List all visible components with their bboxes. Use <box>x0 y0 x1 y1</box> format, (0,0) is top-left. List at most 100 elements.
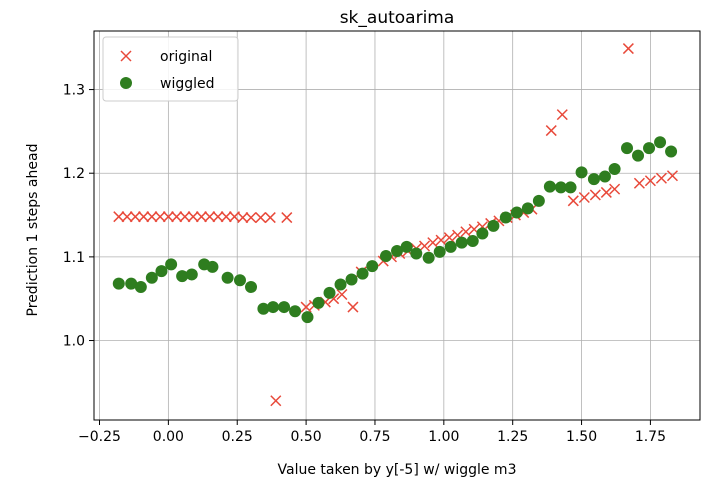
point-wiggled <box>257 302 270 315</box>
point-wiggled <box>345 273 358 286</box>
point-wiggled <box>323 286 336 299</box>
point-original <box>336 288 348 301</box>
x-tick-label: 1.00 <box>428 429 459 445</box>
x-tick-label: 1.75 <box>635 429 666 445</box>
point-original <box>545 125 557 137</box>
point-wiggled <box>125 277 138 290</box>
point-original <box>622 43 634 55</box>
y-tick-label: 1.0 <box>63 334 85 350</box>
point-original <box>419 240 431 252</box>
y-tick-label: 1.3 <box>63 83 85 99</box>
point-original <box>609 183 621 195</box>
point-wiggled <box>185 268 198 281</box>
x-axis-label: Value taken by y[-5] w/ wiggle m3 <box>278 462 517 478</box>
point-wiggled <box>379 250 392 263</box>
point-original <box>578 191 590 204</box>
point-wiggled <box>575 166 588 179</box>
point-wiggled <box>301 311 314 324</box>
legend: original wiggled <box>102 36 239 102</box>
point-original <box>121 211 133 223</box>
point-wiggled <box>289 305 302 318</box>
point-original <box>162 211 174 223</box>
point-wiggled <box>455 236 468 249</box>
point-original <box>633 177 645 189</box>
plot-frame <box>93 30 701 421</box>
point-wiggled <box>366 260 379 273</box>
point-wiggled <box>487 219 500 232</box>
point-original <box>443 232 455 244</box>
point-original <box>655 172 667 184</box>
point-original <box>129 211 141 223</box>
point-wiggled <box>476 227 489 240</box>
point-wiggled <box>665 145 678 158</box>
point-wiggled <box>643 142 656 155</box>
point-original <box>270 395 282 407</box>
point-wiggled <box>278 301 291 314</box>
point-wiggled <box>499 211 512 224</box>
point-original <box>154 211 166 223</box>
point-original <box>666 170 678 182</box>
point-wiggled <box>206 260 219 273</box>
point-original <box>255 212 267 224</box>
point-original <box>347 301 359 313</box>
point-wiggled <box>587 173 600 186</box>
point-original <box>195 211 207 223</box>
x-tick-label: 1.50 <box>566 429 597 445</box>
point-original <box>245 212 257 224</box>
point-wiggled <box>155 265 168 278</box>
point-wiggled <box>312 296 325 309</box>
point-wiggled <box>654 136 667 149</box>
point-wiggled <box>532 194 545 207</box>
point-wiggled <box>444 240 457 253</box>
point-original <box>600 186 612 198</box>
chart-title: sk_autoarima <box>340 8 455 28</box>
x-tick-label: 0.25 <box>222 429 253 445</box>
point-wiggled <box>165 258 178 271</box>
point-wiggled <box>334 278 347 291</box>
legend-x-marker <box>120 50 132 62</box>
point-wiggled <box>176 270 189 283</box>
legend-box <box>102 36 239 102</box>
x-tick-label: 0.00 <box>153 429 184 445</box>
point-original <box>264 212 276 224</box>
point-wiggled <box>221 271 234 284</box>
point-wiggled <box>608 163 621 176</box>
point-original <box>138 211 150 223</box>
point-original <box>171 211 183 223</box>
point-original <box>427 237 439 249</box>
point-wiggled <box>400 240 413 253</box>
point-wiggled <box>433 245 446 258</box>
x-tick-label: 0.75 <box>359 429 390 445</box>
point-original <box>644 175 656 187</box>
y-tick-label: 1.1 <box>63 250 85 266</box>
y-tick-label: 1.2 <box>63 166 85 182</box>
series-wiggled <box>112 136 678 324</box>
legend-label-original: original <box>160 49 212 65</box>
point-wiggled <box>466 234 479 247</box>
point-wiggled <box>521 202 534 215</box>
point-wiggled <box>267 301 280 314</box>
point-wiggled <box>134 280 147 293</box>
point-original <box>589 189 601 201</box>
point-original <box>556 109 568 121</box>
point-original <box>567 195 579 207</box>
axis-ticks: −0.25 0.00 0.25 0.50 0.75 1.00 1.25 1.50 1.75 1.0… <box>63 83 666 445</box>
point-wiggled <box>245 280 258 293</box>
point-wiggled <box>621 142 634 155</box>
point-wiggled <box>554 181 567 194</box>
point-original <box>212 211 224 223</box>
point-original <box>204 211 216 223</box>
point-wiggled <box>233 274 246 287</box>
point-wiggled <box>356 267 369 280</box>
point-original <box>237 212 249 224</box>
point-wiggled <box>598 170 611 183</box>
x-tick-label: 1.25 <box>497 429 528 445</box>
legend-marker-wiggled <box>120 77 132 89</box>
point-wiggled <box>422 251 435 264</box>
point-original <box>220 211 232 223</box>
legend-marker-original <box>120 50 132 62</box>
point-original <box>281 212 293 224</box>
point-wiggled <box>112 277 125 290</box>
